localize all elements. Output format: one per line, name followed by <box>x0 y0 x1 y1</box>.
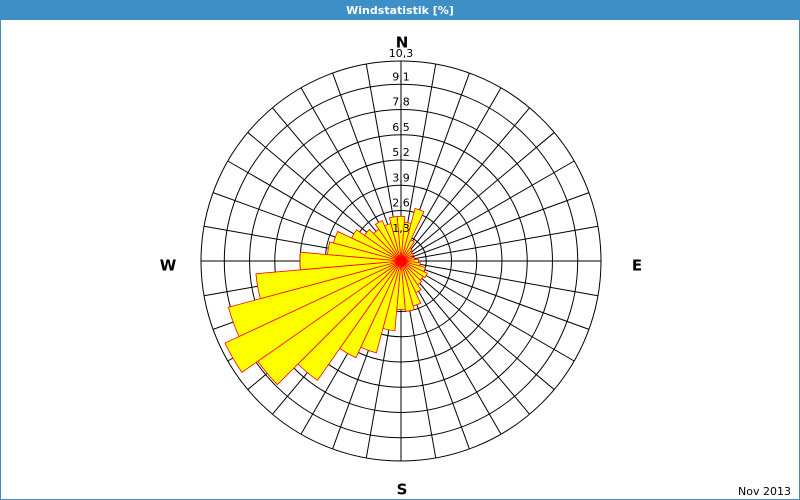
ring-label: 3,9 <box>392 171 410 184</box>
chart: N E S W Nov 2013 1,3 2,6 3,9 5,2 6,5 7,8 9,1 10… <box>160 34 791 499</box>
ring <box>223 83 579 439</box>
ring-label: 1,3 <box>392 222 410 235</box>
spoke <box>400 132 555 262</box>
ring-label: 5,2 <box>392 146 410 159</box>
ring-label: 10,3 <box>389 47 414 60</box>
direction-label: W <box>160 257 177 275</box>
footer-date: Nov 2013 <box>738 485 791 498</box>
ring-label: 7,8 <box>392 96 410 109</box>
spoke <box>400 260 575 362</box>
wind-bar <box>332 230 402 262</box>
wind-bar <box>351 229 402 262</box>
ring-label: 6,5 <box>392 121 410 134</box>
wind-bar <box>227 260 402 338</box>
spoke <box>400 87 502 262</box>
wind-bar <box>374 219 402 262</box>
wind-bar <box>363 228 402 262</box>
spoke <box>400 260 530 415</box>
wind-bar <box>299 251 402 271</box>
wind-bar <box>255 260 402 300</box>
title-bar: Windstatistik [%] <box>1 1 799 20</box>
spoke <box>400 160 575 262</box>
spoke <box>400 225 599 262</box>
spoke <box>400 260 590 330</box>
wind-bar <box>224 260 402 373</box>
wind-bar <box>400 252 414 262</box>
wind-bar <box>388 216 402 262</box>
wind-bar <box>400 260 415 312</box>
direction-label: E <box>632 257 642 275</box>
ring <box>200 60 602 462</box>
direction-label: S <box>397 481 408 499</box>
ring-label: 9,1 <box>392 70 410 83</box>
spoke <box>400 260 555 390</box>
spoke <box>400 107 530 262</box>
ring <box>249 109 553 413</box>
spoke <box>400 192 590 262</box>
bars <box>224 207 428 386</box>
ring <box>274 134 528 388</box>
ring-label: 2,6 <box>392 197 410 210</box>
direction-label: N <box>396 34 409 52</box>
spoke <box>400 260 599 297</box>
